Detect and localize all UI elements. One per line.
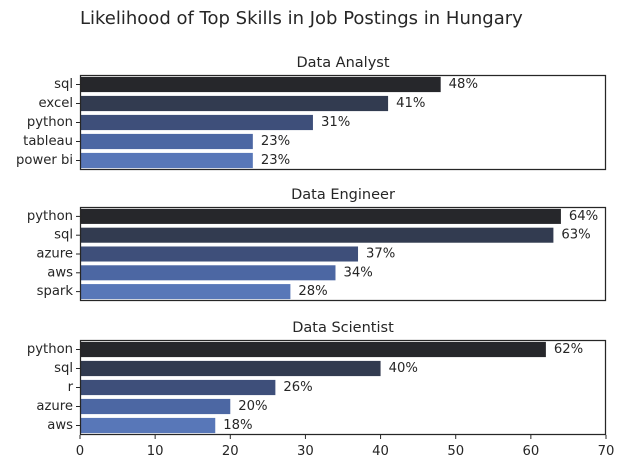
data-label: 34% [343,265,372,280]
panel-2: Data Engineer python 64% sql 63% azure 37% aws 3… [27,187,607,302]
y-tick-label: python [27,342,73,357]
y-tick-label: power bi [16,153,73,168]
bar [80,152,253,169]
y-tick-label: python [27,209,73,224]
bar [80,284,291,300]
panel-frame [79,74,607,171]
panel-title: Data Scientist [292,320,394,336]
y-tick-label: aws [47,418,73,433]
x-tick-label: 10 [147,444,164,459]
x-tick-label: 40 [372,444,389,459]
y-tick-label: aws [47,265,73,280]
y-tick-label: sql [54,361,73,376]
panel-frame [79,339,607,436]
bar [80,227,554,243]
y-tick-label: r [68,380,74,395]
data-label: 23% [261,153,290,168]
data-label: 64% [569,209,598,224]
bar [80,341,546,358]
bar [80,417,216,434]
x-tick-label: 50 [447,444,464,459]
bar [80,379,276,396]
data-label: 37% [366,247,395,262]
data-label: 63% [561,228,590,243]
data-label: 20% [238,399,267,414]
y-tick-label: sql [54,77,73,92]
data-label: 23% [261,134,290,149]
x-axis: 0 10 20 30 40 50 60 70 [76,435,615,459]
bar [80,398,231,415]
data-label: 28% [298,284,327,299]
x-tick-label: 20 [222,444,239,459]
panel-title: Data Engineer [291,187,395,203]
x-tick-label: 70 [598,444,615,459]
data-label: 18% [223,418,252,433]
y-tick-label: azure [36,399,73,414]
panel-1: Data Analyst sql 48% excel 41% python 31% table… [16,55,607,171]
data-label: 26% [283,380,312,395]
bar [80,114,313,131]
y-tick-label: excel [39,96,73,111]
bar [80,133,253,150]
bar [80,95,389,112]
y-tick-label: sql [54,228,73,243]
data-label: 31% [321,115,350,130]
y-tick-label: azure [36,247,73,262]
data-label: 41% [396,96,425,111]
panel-3: Data Scientist python 62% sql 40% r 26% azure 20… [27,320,607,436]
x-tick-label: 30 [297,444,314,459]
y-tick-label: tableau [23,134,73,149]
chart-panels: Data Analyst sql 48% excel 41% python 31% table… [16,55,607,436]
data-label: 48% [449,77,478,92]
chart-title: Likelihood of Top Skills in Job Postings… [80,8,523,29]
data-label: 62% [554,342,583,357]
panel-frame [79,206,607,302]
x-tick-label: 0 [76,444,84,459]
bar [80,208,561,224]
data-label: 40% [389,361,418,376]
x-tick-label: 60 [522,444,539,459]
y-tick-label: python [27,115,73,130]
bar [80,246,359,262]
y-tick-label: spark [37,284,74,299]
bar [80,76,441,93]
bar [80,360,381,377]
panel-title: Data Analyst [296,55,389,71]
bar [80,265,336,281]
